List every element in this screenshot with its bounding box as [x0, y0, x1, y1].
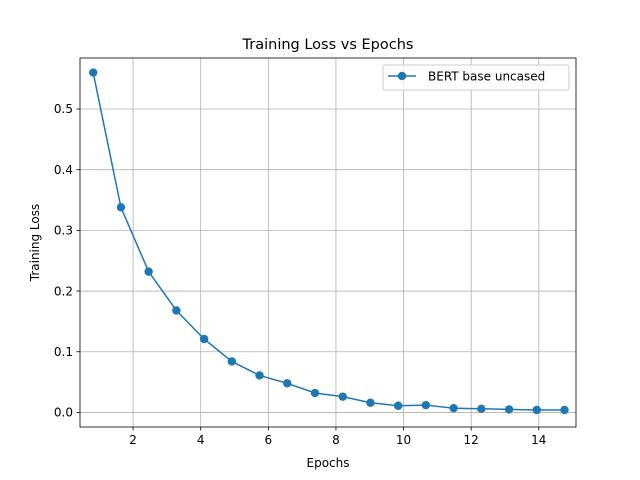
grid-lines: [80, 58, 576, 427]
data-point: [172, 306, 181, 315]
data-point: [421, 400, 431, 410]
data-point: [255, 371, 264, 380]
y-tick-label: 0.3: [54, 224, 73, 238]
legend: BERT base uncased: [382, 64, 570, 91]
data-point: [88, 68, 98, 77]
chart-title: Training Loss vs Epochs: [242, 37, 414, 53]
data-point: [116, 203, 126, 212]
legend-label: BERT base uncased: [428, 70, 545, 84]
data-point: [560, 405, 569, 415]
series-layer: [88, 68, 569, 415]
series-line: [92, 72, 565, 411]
plot-area-frame: [79, 57, 577, 428]
data-point: [199, 334, 209, 344]
data-point: [144, 267, 153, 276]
y-axis-label: Training Loss: [28, 204, 42, 282]
legend-marker-swatch: [397, 71, 407, 81]
data-point: [227, 357, 237, 366]
x-tick-label: 8: [332, 433, 340, 447]
y-tick-label: 0.4: [54, 163, 73, 177]
x-tick-label: 4: [197, 433, 205, 447]
y-tick-label: 0.1: [54, 345, 73, 359]
x-tick-label: 12: [464, 433, 479, 447]
data-point: [338, 392, 347, 401]
y-tick-label: 0.5: [54, 102, 73, 116]
data-point: [310, 388, 320, 398]
data-point: [366, 398, 375, 407]
data-point: [283, 379, 292, 388]
data-point: [532, 405, 541, 415]
axis-ticks: 2 4 6 8 10 12 14 0.0 0.1 0.2 0.3 0.4 0.5: [54, 102, 547, 447]
data-point: [449, 403, 458, 413]
data-point: [393, 401, 403, 410]
data-point: [477, 404, 486, 413]
x-tick-label: 6: [265, 433, 273, 447]
y-tick-label: 0.2: [54, 284, 73, 298]
data-point: [504, 405, 514, 414]
x-tick-label: 10: [396, 433, 411, 447]
x-tick-label: 14: [531, 433, 546, 447]
x-axis-label: Epochs: [307, 456, 350, 470]
x-tick-label: 2: [129, 433, 137, 447]
legend-box: [382, 64, 570, 91]
y-tick-label: 0.0: [54, 406, 73, 420]
